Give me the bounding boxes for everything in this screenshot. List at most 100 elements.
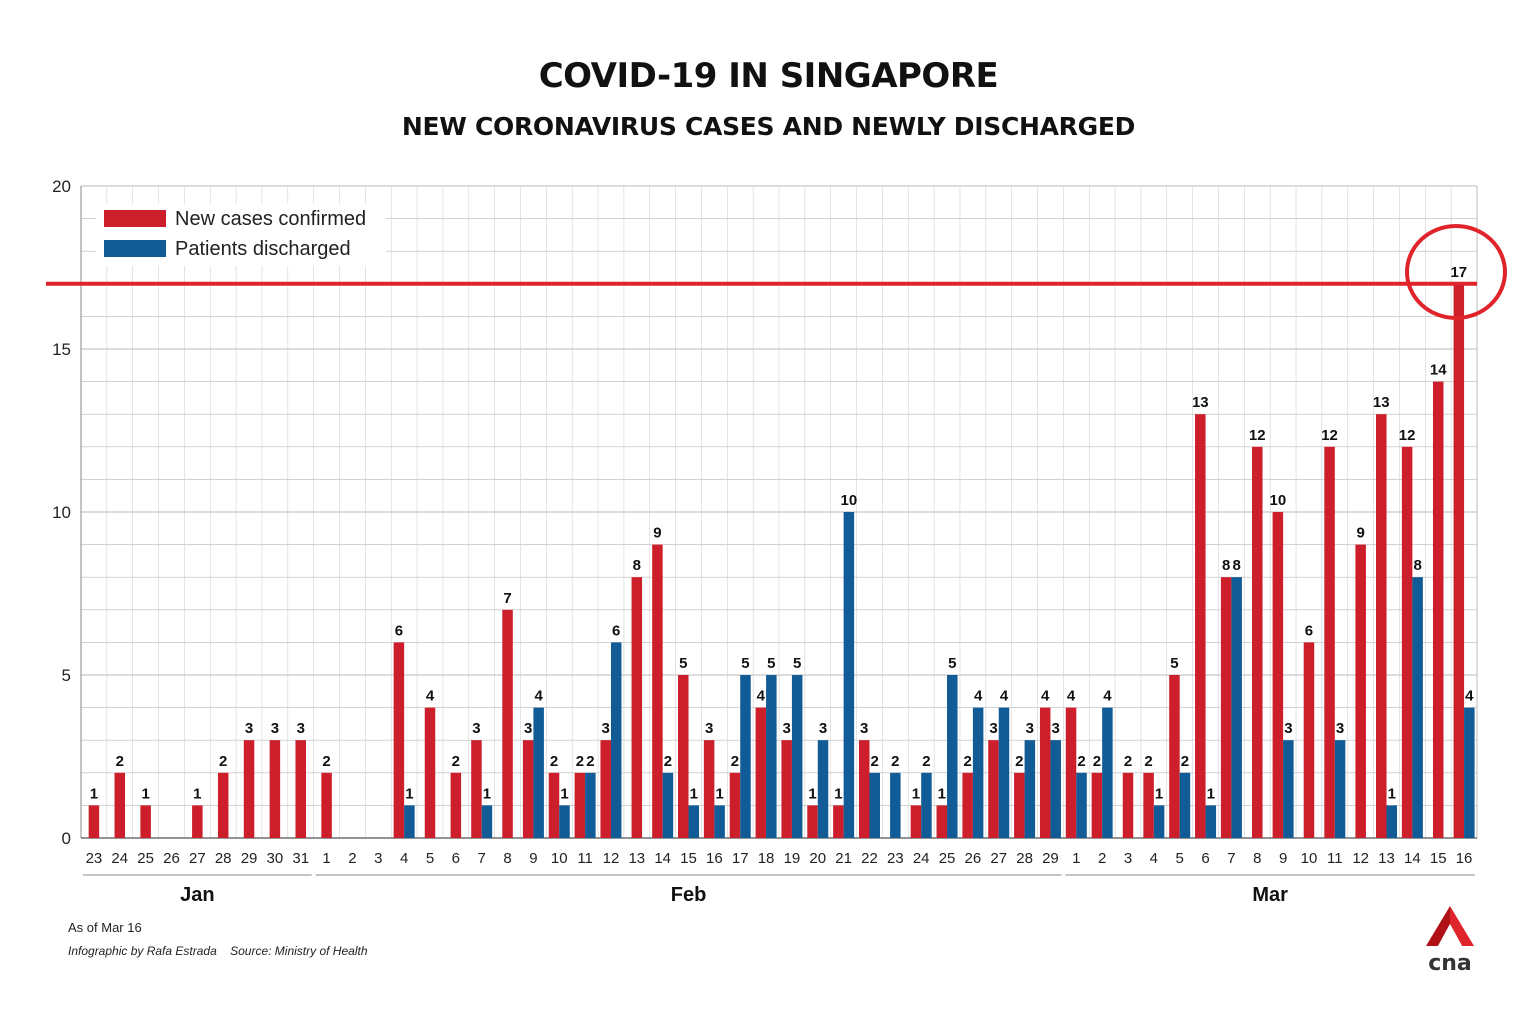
y-tick-label: 15 xyxy=(52,340,71,359)
discharged-value-label: 4 xyxy=(1103,688,1112,705)
discharged-value-label: 4 xyxy=(1465,688,1474,705)
new-cases-value-label: 10 xyxy=(1270,492,1287,509)
new-cases-bar xyxy=(1091,772,1103,838)
x-tick-label: 5 xyxy=(426,850,434,867)
discharged-value-label: 5 xyxy=(948,655,956,672)
discharged-bar xyxy=(791,675,803,838)
x-tick-label: 3 xyxy=(374,850,382,867)
discharged-value-label: 3 xyxy=(1052,720,1060,737)
new-cases-bar xyxy=(1143,772,1154,838)
new-cases-value-label: 9 xyxy=(1356,525,1364,542)
new-cases-value-label: 9 xyxy=(653,525,661,542)
x-tick-label: 6 xyxy=(452,850,460,867)
discharged-bar xyxy=(533,707,544,838)
new-cases-value-label: 4 xyxy=(757,688,766,705)
new-cases-bar xyxy=(1432,381,1444,838)
discharged-bar xyxy=(404,805,415,838)
month-label: Mar xyxy=(1252,884,1288,906)
x-tick-label: 13 xyxy=(1378,850,1395,867)
discharged-bar xyxy=(1153,805,1165,838)
new-cases-value-label: 1 xyxy=(90,785,98,802)
discharged-bar xyxy=(947,675,958,838)
discharged-bar xyxy=(1464,707,1475,838)
new-cases-bar xyxy=(548,772,560,838)
y-tick-label: 20 xyxy=(52,177,71,196)
discharged-value-label: 5 xyxy=(793,655,801,672)
x-tick-label: 1 xyxy=(322,850,330,867)
new-cases-bar xyxy=(295,740,306,838)
x-tick-label: 1 xyxy=(1072,850,1080,867)
discharged-bar xyxy=(1334,740,1346,838)
discharged-value-label: 4 xyxy=(974,688,983,705)
discharged-value-label: 1 xyxy=(1155,785,1163,802)
new-cases-value-label: 3 xyxy=(989,720,997,737)
cna-logo-icon: cna xyxy=(1426,906,1474,974)
discharged-value-label: 3 xyxy=(1026,720,1034,737)
discharged-bar xyxy=(1179,772,1191,838)
x-tick-label: 29 xyxy=(1042,850,1059,867)
new-cases-value-label: 3 xyxy=(472,720,480,737)
x-tick-label: 26 xyxy=(163,850,180,867)
new-cases-value-label: 3 xyxy=(602,720,610,737)
x-tick-label: 7 xyxy=(478,850,486,867)
new-cases-value-label: 12 xyxy=(1321,427,1338,444)
new-cases-bar xyxy=(1272,512,1284,838)
new-cases-value-label: 2 xyxy=(452,753,460,770)
x-tick-label: 8 xyxy=(1253,850,1261,867)
x-tick-label: 23 xyxy=(887,850,904,867)
discharged-value-label: 2 xyxy=(664,753,672,770)
new-cases-value-label: 3 xyxy=(705,720,713,737)
discharged-value-label: 1 xyxy=(1207,785,1215,802)
new-cases-value-label: 1 xyxy=(834,785,842,802)
new-cases-bar xyxy=(1453,283,1465,838)
discharged-value-label: 5 xyxy=(741,655,749,672)
discharged-bar xyxy=(1076,772,1087,838)
discharged-value-label: 3 xyxy=(1336,720,1344,737)
as-of-note: As of Mar 16 xyxy=(68,920,142,935)
discharged-bar xyxy=(610,642,622,838)
y-tick-label: 0 xyxy=(62,829,71,848)
new-cases-bar xyxy=(703,740,715,838)
legend-label: Patients discharged xyxy=(175,238,351,260)
discharged-bar xyxy=(1386,805,1398,838)
new-cases-bar xyxy=(833,805,844,838)
new-cases-value-label: 2 xyxy=(550,753,558,770)
discharged-value-label: 4 xyxy=(534,688,543,705)
discharged-value-label: 1 xyxy=(715,785,723,802)
discharged-bar xyxy=(1102,707,1113,838)
x-tick-label: 21 xyxy=(835,850,852,867)
discharged-bar xyxy=(1412,577,1423,838)
x-tick-label: 4 xyxy=(1150,850,1158,867)
discharged-value-label: 2 xyxy=(871,753,879,770)
new-cases-bar xyxy=(936,805,948,838)
x-tick-label: 26 xyxy=(965,850,982,867)
new-cases-value-label: 6 xyxy=(1305,622,1313,639)
new-cases-bar xyxy=(450,772,462,838)
new-cases-value-label: 7 xyxy=(503,590,511,607)
new-cases-bar xyxy=(1169,675,1180,838)
x-tick-label: 25 xyxy=(137,850,154,867)
new-cases-value-label: 3 xyxy=(860,720,868,737)
x-tick-label: 17 xyxy=(732,850,749,867)
x-tick-label: 24 xyxy=(913,850,930,867)
discharged-bar xyxy=(714,805,725,838)
chart-subtitle: NEW CORONAVIRUS CASES AND NEWLY DISCHARG… xyxy=(401,112,1136,141)
discharged-bar xyxy=(869,772,880,838)
new-cases-value-label: 13 xyxy=(1373,394,1390,411)
x-tick-label: 6 xyxy=(1201,850,1209,867)
discharged-value-label: 1 xyxy=(1388,785,1396,802)
new-cases-value-label: 3 xyxy=(524,720,532,737)
discharged-bar xyxy=(559,805,570,838)
source-note: Source: Ministry of Health xyxy=(230,944,368,958)
x-tick-label: 16 xyxy=(706,850,723,867)
discharged-value-label: 2 xyxy=(1077,753,1085,770)
new-cases-value-label: 1 xyxy=(141,785,149,802)
new-cases-value-label: 2 xyxy=(1124,753,1132,770)
new-cases-value-label: 3 xyxy=(271,720,279,737)
discharged-value-label: 6 xyxy=(612,622,620,639)
y-tick-label: 5 xyxy=(62,666,71,685)
x-tick-label: 13 xyxy=(628,850,645,867)
discharged-bar xyxy=(1050,740,1061,838)
new-cases-bar xyxy=(1355,544,1366,838)
y-tick-label: 10 xyxy=(52,503,71,522)
